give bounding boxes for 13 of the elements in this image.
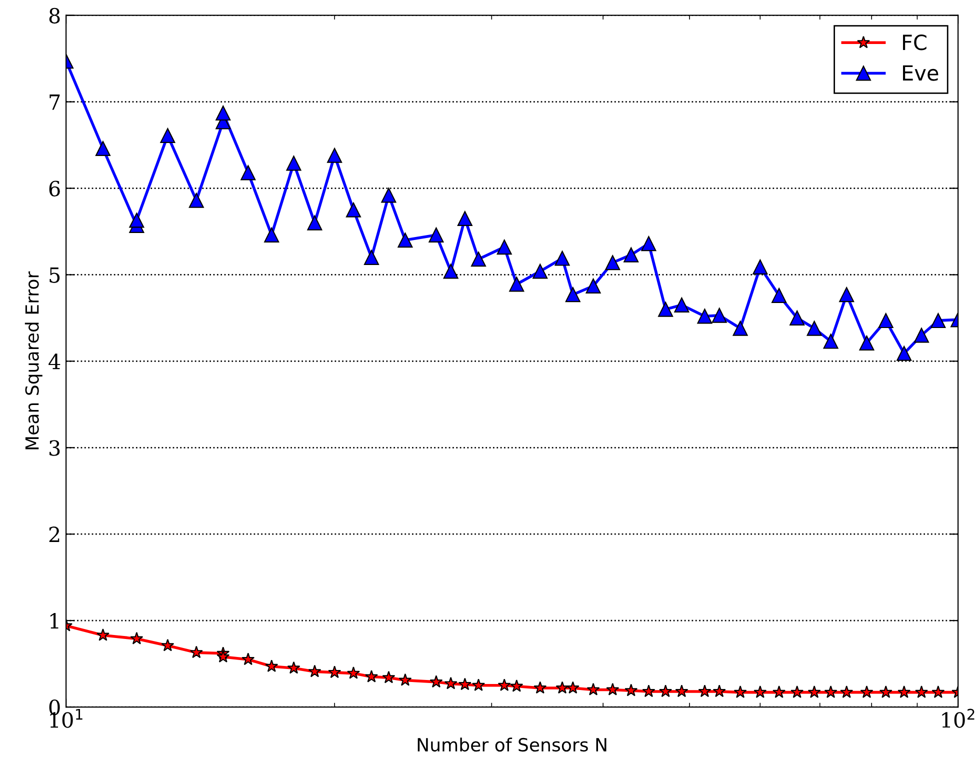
y-tick-label: 1 — [50, 613, 58, 628]
y-tick-label: 5 — [50, 267, 60, 283]
y-tick-label: 6 — [49, 180, 60, 196]
y-tick-label: 2 — [49, 526, 60, 542]
x-tick-label: 10$^{2}$ — [942, 708, 974, 728]
x-axis-title: Number of Sensors N — [418, 738, 606, 752]
y-tick-label: 4 — [48, 354, 60, 370]
y-axis-title: Mean Squared Error — [24, 271, 42, 450]
legend-label: Eve — [903, 65, 938, 81]
y-tick-label: 3 — [50, 440, 60, 456]
legend-label: FC — [903, 34, 926, 50]
y-tick-label: 8 — [49, 8, 60, 24]
y-tick-label: 7 — [50, 94, 60, 110]
